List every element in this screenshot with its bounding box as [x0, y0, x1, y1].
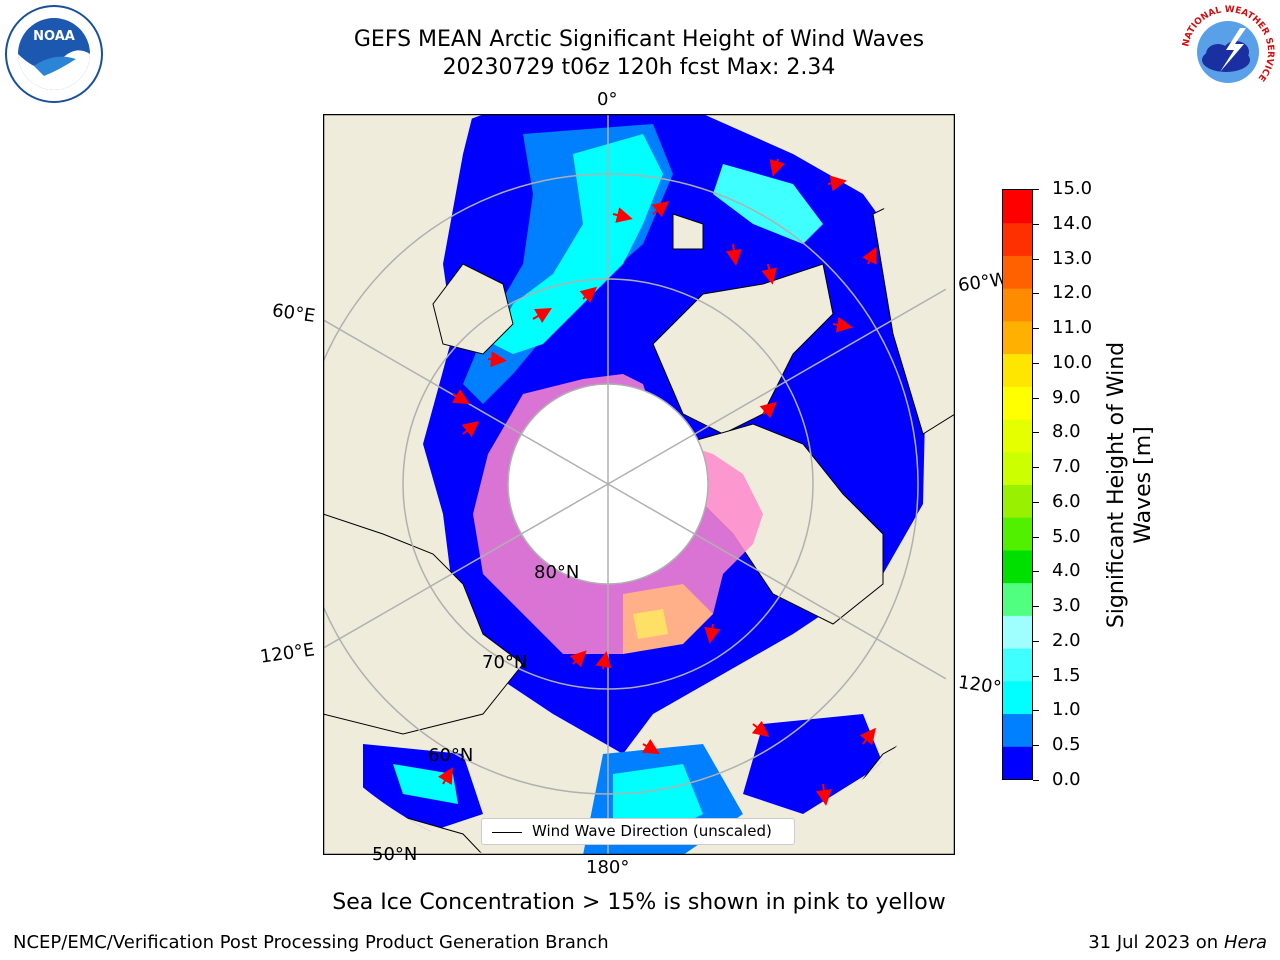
colorbar-tick-label: 6.0 [1052, 490, 1081, 512]
colorbar-tick-mark [1033, 675, 1039, 677]
colorbar-gradient [1003, 190, 1032, 780]
colorbar-block [1003, 320, 1032, 355]
colorbar-tick-mark [1033, 467, 1039, 469]
colorbar-tick-mark [1033, 189, 1039, 190]
colorbar-tick-mark [1033, 432, 1039, 434]
colorbar-tick-mark [1033, 745, 1039, 747]
colorbar-block [1003, 288, 1032, 322]
colorbar-tick-label: 11.0 [1052, 317, 1093, 339]
colorbar-tick-mark [1033, 397, 1039, 399]
colorbar-tick-label: 14.0 [1052, 212, 1093, 234]
noaa-logo: NOAA [4, 4, 104, 104]
sea-ice-caption: Sea Ice Concentration > 15% is shown in … [332, 890, 946, 915]
colorbar-tick-label: 1.5 [1052, 664, 1081, 686]
chart-title-line2: 20230729 t06z 120h fcst Max: 2.34 [442, 55, 836, 80]
lon-label-180: 180° [586, 857, 630, 878]
siberia [322, 513, 524, 735]
chart-title-line1: GEFS MEAN Arctic Significant Height of W… [353, 27, 925, 52]
colorbar-block [1003, 353, 1032, 387]
lat-label-80n: 80°N [534, 562, 580, 583]
colorbar-block [1003, 680, 1032, 715]
colorbar [1002, 189, 1033, 780]
colorbar-block [1003, 386, 1032, 420]
footer-right: 31 Jul 2023 on Hera [1088, 932, 1267, 953]
colorbar-tick-label: 10.0 [1052, 351, 1093, 373]
colorbar-block [1003, 582, 1032, 616]
colorbar-tick-mark [1033, 362, 1039, 364]
colorbar-tick-mark [1033, 640, 1039, 642]
colorbar-tick-label: 8.0 [1052, 421, 1081, 443]
colorbar-tick-label: 13.0 [1052, 247, 1093, 269]
ocean-high [493, 134, 663, 354]
legend-label: Wind Wave Direction (unscaled) [532, 822, 772, 840]
map-legend: Wind Wave Direction (unscaled) [481, 818, 795, 845]
colorbar-tick-label: 4.0 [1052, 560, 1081, 582]
colorbar-tick-label: 1.0 [1052, 699, 1081, 721]
colorbar-tick-label: 15.0 [1052, 178, 1093, 199]
colorbar-tick-label: 0.5 [1052, 734, 1081, 756]
colorbar-block [1003, 648, 1032, 682]
lon-label-60e: 60°E [270, 300, 317, 327]
colorbar-tick-label: 7.0 [1052, 456, 1081, 478]
footer-date: 31 Jul 2023 on [1088, 932, 1224, 953]
colorbar-block [1003, 451, 1032, 485]
lon-label-120e: 120°E [258, 639, 316, 668]
greenland [652, 263, 834, 435]
footer-host: Hera [1223, 932, 1267, 953]
colorbar-tick-mark [1033, 710, 1039, 712]
colorbar-block [1003, 419, 1032, 453]
footer-left: NCEP/EMC/Verification Post Processing Pr… [13, 932, 609, 953]
nws-logo: NATIONAL WEATHER SERVICE [1178, 2, 1278, 102]
colorbar-tick-label: 12.0 [1052, 282, 1093, 304]
colorbar-block [1003, 222, 1032, 256]
colorbar-tick-label: 2.0 [1052, 629, 1081, 651]
iceland [672, 213, 704, 250]
colorbar-block [1003, 190, 1032, 224]
colorbar-tick-mark [1033, 571, 1039, 573]
colorbar-tick-mark [1033, 606, 1039, 608]
colorbar-tick-mark [1033, 780, 1039, 781]
lon-label-0: 0° [597, 89, 618, 110]
colorbar-block [1003, 615, 1032, 649]
wind-arrows [438, 158, 877, 806]
colorbar-tick-label: 3.0 [1052, 595, 1081, 617]
colorbar-block [1003, 517, 1032, 551]
colorbar-block [1003, 549, 1032, 584]
colorbar-tick-label: 5.0 [1052, 525, 1081, 547]
colorbar-tick-label: 0.0 [1052, 769, 1081, 790]
colorbar-block [1003, 255, 1032, 289]
colorbar-tick-label: 9.0 [1052, 386, 1081, 408]
lat-label-50n: 50°N [372, 844, 418, 865]
lat-label-60n: 60°N [428, 745, 474, 766]
colorbar-tick-mark [1033, 293, 1039, 295]
colorbar-tick-mark [1033, 328, 1039, 330]
novaya-zemlya [432, 263, 514, 355]
svg-text:NOAA: NOAA [33, 29, 75, 44]
colorbar-title: Significant Height of Wind Waves [m] [1104, 341, 1156, 629]
colorbar-block [1003, 746, 1032, 780]
colorbar-tick-mark [1033, 258, 1039, 260]
legend-line-icon [492, 832, 522, 833]
colorbar-block [1003, 484, 1032, 518]
colorbar-tick-mark [1033, 501, 1039, 503]
colorbar-tick-mark [1033, 536, 1039, 538]
arctic-map [218, 94, 998, 874]
colorbar-tick-mark [1033, 223, 1039, 225]
colorbar-block [1003, 713, 1032, 747]
lat-label-70n: 70°N [482, 652, 528, 673]
